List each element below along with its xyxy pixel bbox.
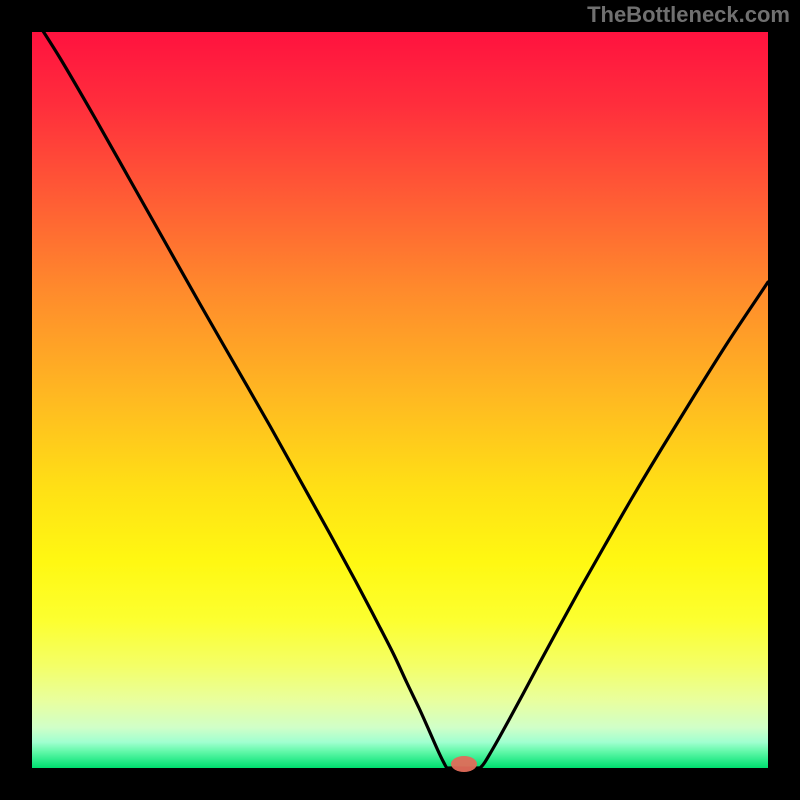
optimal-marker bbox=[451, 756, 477, 772]
chart-plot-area bbox=[32, 32, 768, 768]
watermark-text: TheBottleneck.com bbox=[587, 2, 790, 27]
bottleneck-chart: TheBottleneck.com bbox=[0, 0, 800, 800]
